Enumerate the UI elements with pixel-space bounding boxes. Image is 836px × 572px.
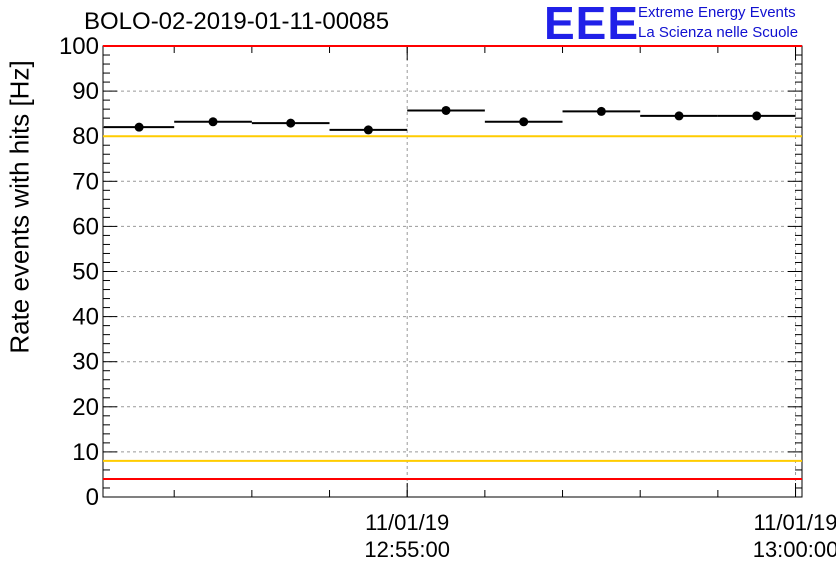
y-tick-label: 80: [72, 123, 99, 150]
logo-line-2: La Scienza nelle Scuole: [638, 24, 799, 41]
data-point: [363, 125, 373, 135]
y-tick-label: 100: [59, 33, 99, 60]
x-tick-label-date: 11/01/19: [365, 510, 449, 535]
data-point: [208, 117, 218, 127]
y-tick-label: 40: [72, 304, 99, 331]
x-tick-label-date: 11/01/19: [754, 510, 836, 535]
data-point: [286, 118, 296, 128]
chart-title: BOLO-02-2019-01-11-00085: [84, 8, 390, 35]
data-point: [596, 106, 606, 116]
y-tick-label: 30: [72, 349, 99, 376]
eee-logo: EEE: [544, 0, 640, 49]
y-tick-label: 90: [72, 78, 99, 105]
logo-line-1: Extreme Energy Events: [638, 4, 796, 21]
data-point: [674, 111, 684, 121]
x-tick-label-time: 12:55:00: [364, 537, 450, 562]
y-tick-label: 70: [72, 168, 99, 195]
y-tick-label: 20: [72, 394, 99, 421]
x-tick-label-time: 13:00:00: [753, 537, 836, 562]
y-tick-label: 60: [72, 213, 99, 240]
data-point: [134, 122, 144, 132]
y-tick-label: 0: [86, 484, 99, 511]
y-tick-label: 10: [72, 439, 99, 466]
data-point: [519, 117, 529, 127]
y-tick-label: 50: [72, 259, 99, 286]
data-point: [752, 111, 762, 121]
data-point: [441, 105, 451, 115]
